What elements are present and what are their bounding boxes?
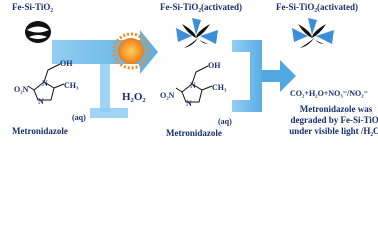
atom-label: O₂N bbox=[14, 85, 29, 94]
arrow-2 bbox=[232, 40, 296, 112]
stage-label: Fe-Si-TiO₂(activated) bbox=[276, 2, 358, 12]
phase-label: (aq) bbox=[218, 117, 232, 126]
atom-label: N bbox=[42, 79, 48, 88]
atom-label: CH₃ bbox=[64, 81, 79, 90]
stage-label: Fe-Si-TiO₂(activated) bbox=[160, 2, 242, 12]
atom-label: N bbox=[186, 99, 192, 108]
catalyst-activated-icon bbox=[176, 18, 218, 48]
atom-label: O₂N bbox=[160, 91, 175, 100]
conclusion-line: degraded by Fe-Si-TiO₂ bbox=[290, 115, 378, 125]
catalyst-activated-icon bbox=[292, 18, 334, 48]
atom-label: CH₃ bbox=[212, 83, 227, 92]
graphical-abstract: Fe-Si-TiO₂ Fe-Si-TiO₂(activated) Fe-Si-T… bbox=[12, 2, 378, 138]
arrow-1 bbox=[52, 30, 158, 118]
conclusion-line: Metronidazole was bbox=[300, 104, 373, 114]
products: CO₂+H₂O+NO₃⁻/NO₂⁻ bbox=[290, 89, 368, 98]
atom-label: OH bbox=[208, 61, 221, 70]
stage-label: Fe-Si-TiO₂ bbox=[12, 2, 53, 12]
molecule-name: Metronidazole bbox=[166, 128, 222, 138]
atom-label: N bbox=[38, 97, 44, 106]
phase-label: (aq) bbox=[72, 113, 86, 122]
conclusion-line: under visible light /H₂O₂ bbox=[289, 126, 378, 136]
catalyst-icon bbox=[25, 21, 51, 43]
visible-light-sun bbox=[112, 32, 150, 70]
molecule-name: Metronidazole bbox=[12, 126, 68, 136]
oxidant: H₂O₂ bbox=[122, 91, 146, 103]
atom-label: OH bbox=[60, 59, 73, 68]
atom-label: N bbox=[190, 81, 196, 90]
